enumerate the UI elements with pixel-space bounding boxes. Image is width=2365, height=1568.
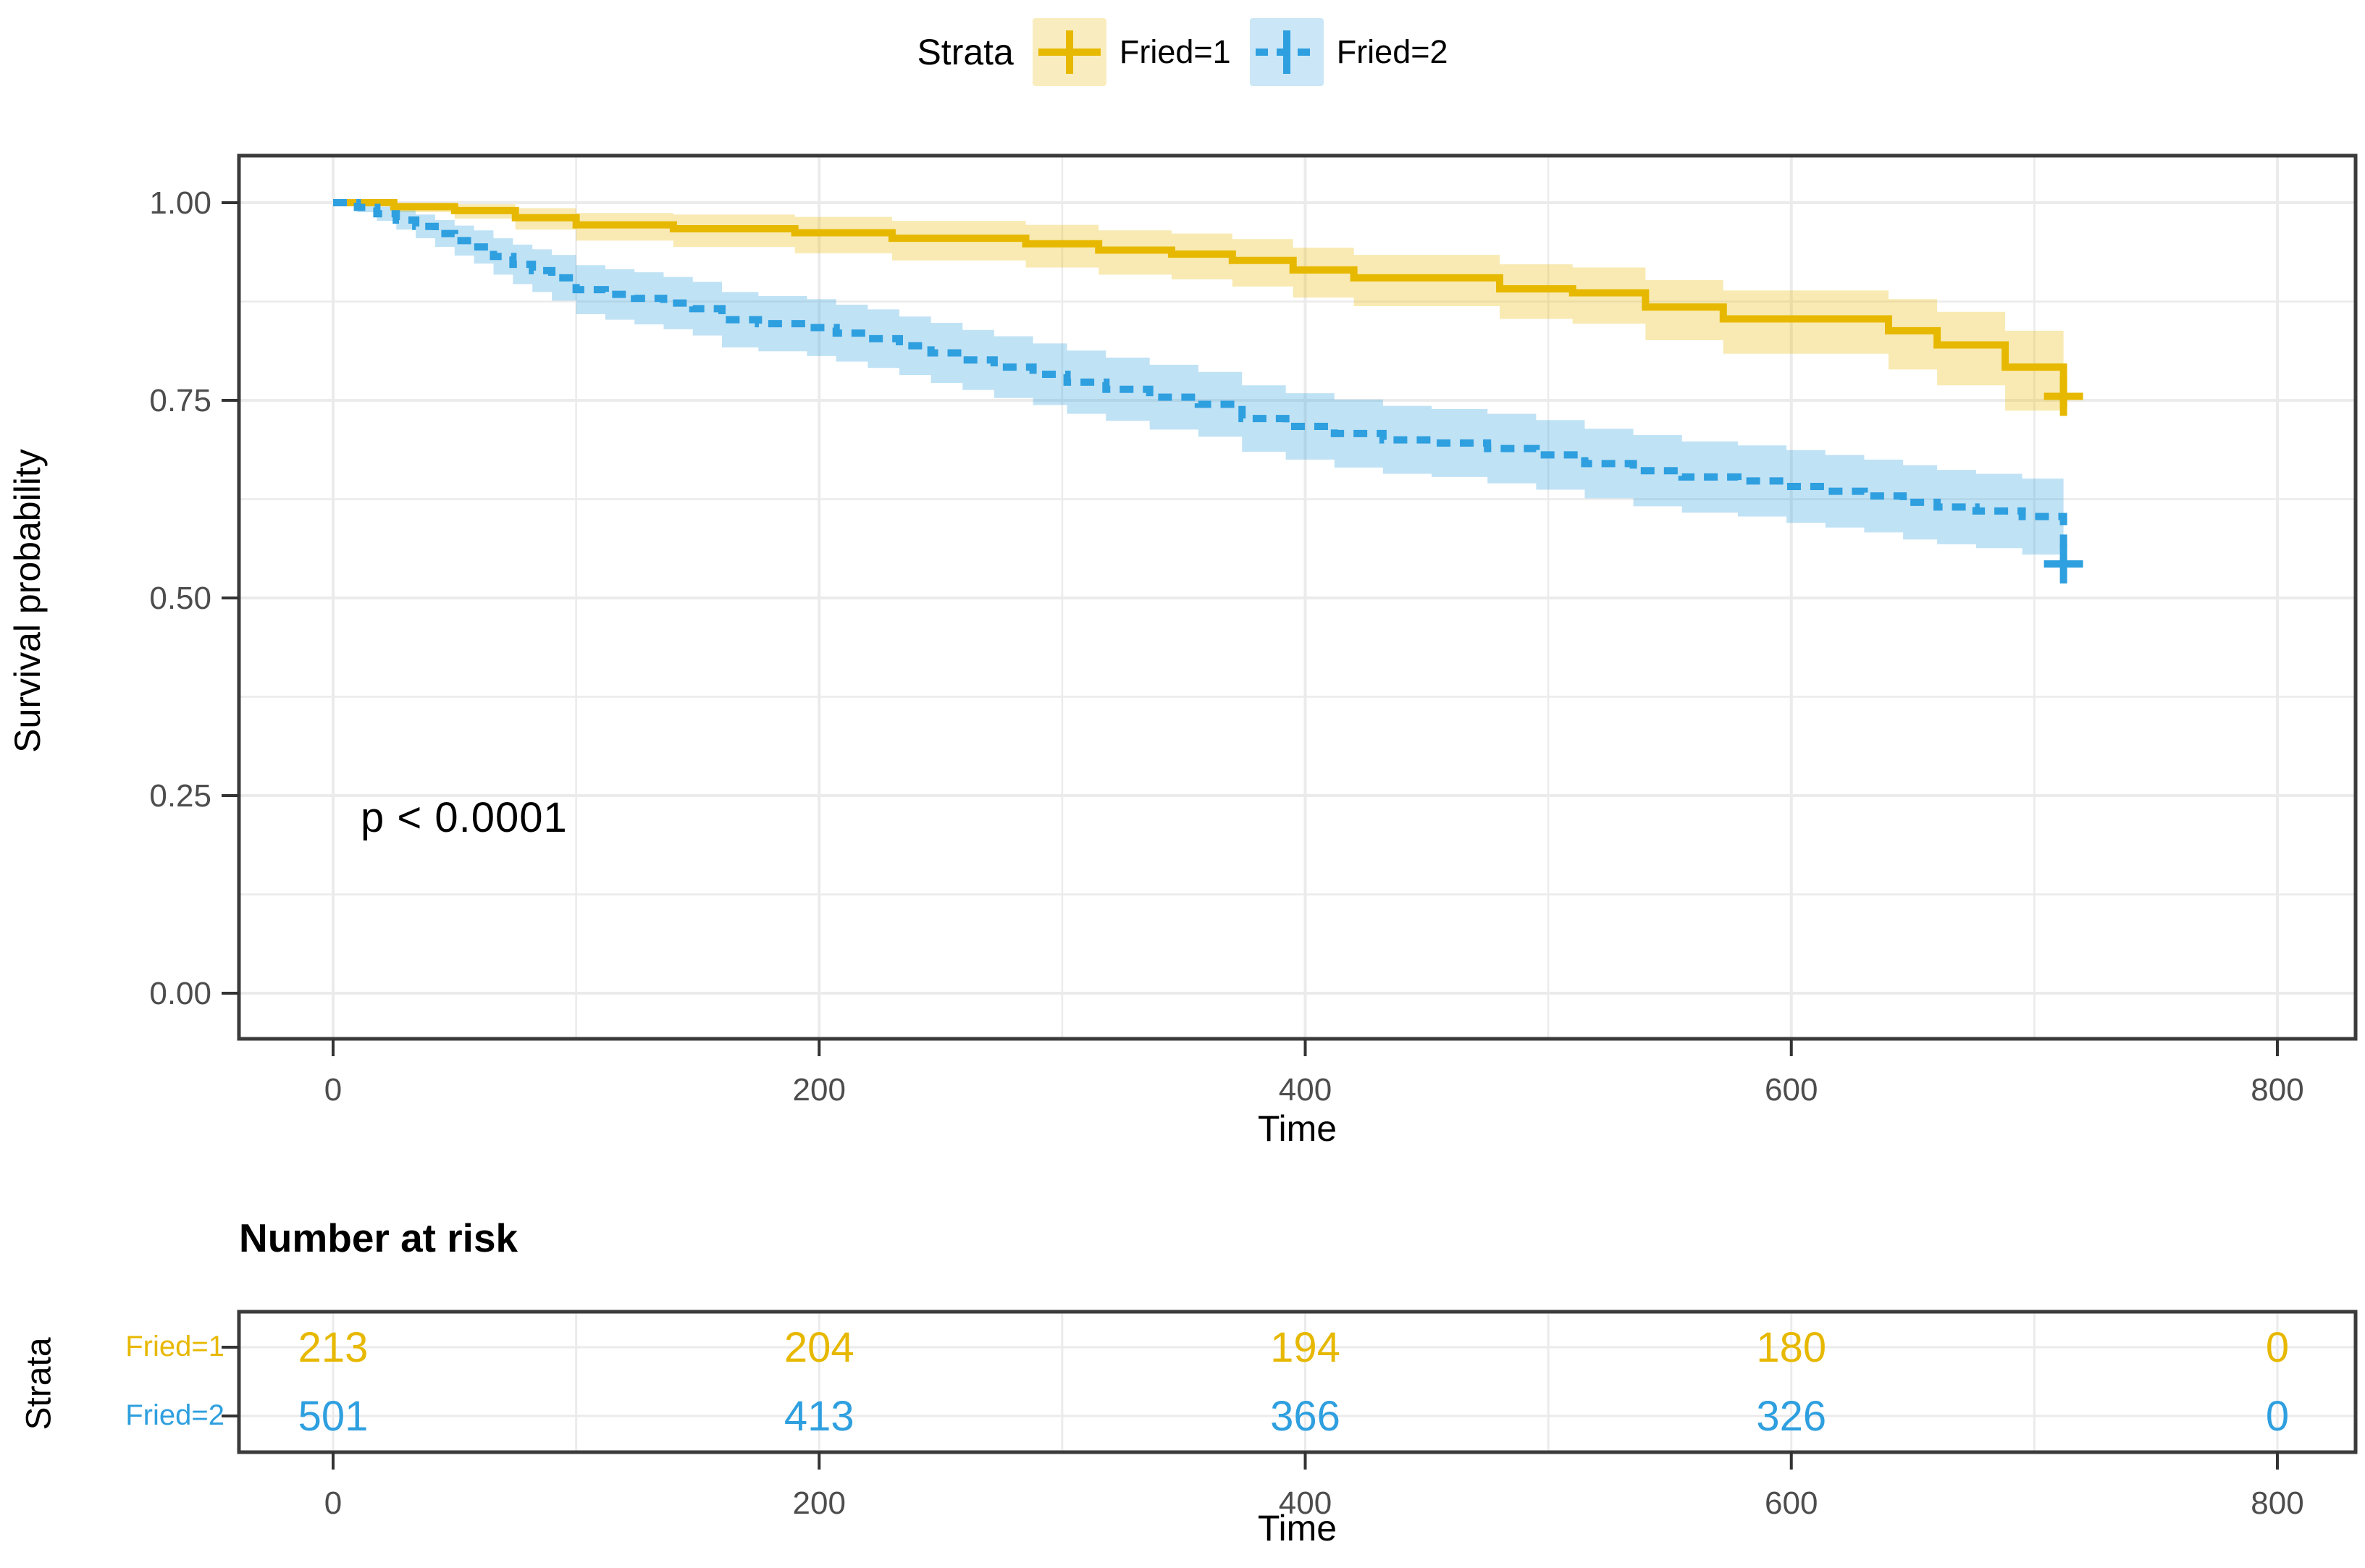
risk-x-tick-label: 400	[1279, 1485, 1332, 1521]
risk-value-Fried=1-t200: 204	[784, 1324, 854, 1371]
risk-x-axis-title: Time	[1257, 1508, 1337, 1548]
survival-curve-Fried=2	[333, 199, 2067, 562]
risk-x-tick-label: 800	[2251, 1485, 2303, 1521]
risk-table-title: Number at risk	[239, 1215, 518, 1260]
x-tick-label: 200	[793, 1072, 846, 1108]
main-gridlines	[239, 156, 2356, 1039]
legend-label-fried1: Fried=1	[1119, 33, 1231, 70]
survival-curve-Fried=1	[333, 199, 2067, 408]
risk-value-Fried=2-t0: 501	[298, 1393, 369, 1440]
censor-marks	[2043, 376, 2083, 584]
legend-key-fried1-icon	[1032, 18, 1106, 86]
y-tick-label: 0.50	[149, 581, 211, 616]
risk-value-Fried=1-t600: 180	[1756, 1324, 1826, 1371]
x-tick-label: 0	[324, 1072, 342, 1108]
legend-label-fried2: Fried=2	[1336, 33, 1448, 70]
legend-key-fried2-icon	[1249, 18, 1324, 86]
p-value-annotation: p < 0.0001	[361, 794, 568, 841]
legend: Strata Fried=1 Fried=2	[0, 10, 2365, 94]
risk-table-values: 213 204 194 180 0 501 413 366 326 0	[298, 1324, 2290, 1440]
risk-x-tick-label: 600	[1765, 1485, 1818, 1521]
legend-title: Strata	[917, 32, 1014, 72]
risk-value-Fried=2-t800: 0	[2266, 1393, 2289, 1440]
censor-plus-icon-Fried=1	[2043, 376, 2083, 416]
x-tick-label: 400	[1279, 1072, 1332, 1108]
risk-axis-ticks: 0 200 400 600 800	[222, 1346, 2304, 1521]
y-tick-label: 1.00	[149, 185, 211, 221]
y-tick-label: 0.25	[149, 778, 211, 814]
main-axis-ticks: 1.00 0.75 0.50 0.25 0.00 0 200 400 600 800	[149, 185, 2303, 1108]
risk-x-tick-label: 200	[793, 1485, 846, 1521]
risk-table-strata-axis-title: Strata	[20, 1337, 59, 1430]
legend-key-glyph	[1255, 30, 1318, 74]
legend-item-fried1: Fried=1	[1032, 18, 1231, 86]
x-tick-label: 600	[1765, 1072, 1818, 1108]
y-axis-title: Survival probability	[7, 449, 48, 753]
survival-curves	[333, 199, 2067, 562]
legend-item-fried2: Fried=2	[1249, 18, 1448, 86]
censor-plus-icon-Fried=2	[2043, 544, 2083, 584]
y-tick-label: 0.00	[149, 976, 211, 1011]
legend-key-glyph	[1038, 30, 1101, 74]
risk-value-Fried=2-t200: 413	[784, 1393, 854, 1440]
risk-x-tick-label: 0	[324, 1485, 342, 1521]
x-axis-title: Time	[1257, 1108, 1337, 1149]
risk-value-Fried=1-t400: 194	[1270, 1324, 1340, 1371]
risk-value-Fried=2-t400: 366	[1270, 1393, 1340, 1440]
risk-panel-border	[237, 1310, 2358, 1454]
risk-value-Fried=1-t0: 213	[298, 1324, 369, 1371]
risk-table-gridlines	[239, 1312, 2356, 1452]
risk-value-Fried=1-t800: 0	[2266, 1324, 2289, 1371]
y-tick-label: 0.75	[149, 383, 211, 418]
risk-row-label-fried1: Fried=1	[125, 1331, 224, 1362]
x-tick-label: 800	[2251, 1072, 2303, 1108]
risk-row-label-fried2: Fried=2	[125, 1399, 224, 1431]
risk-value-Fried=2-t600: 326	[1756, 1393, 1826, 1440]
